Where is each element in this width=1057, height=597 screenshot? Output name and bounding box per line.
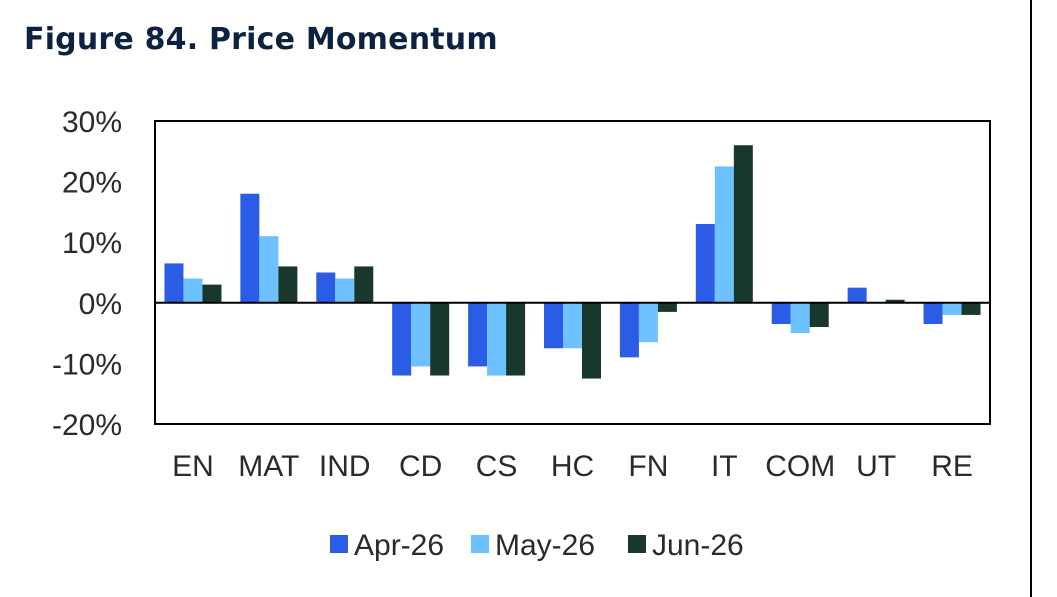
x-tick-label: CD [399, 450, 442, 483]
legend-swatch [330, 535, 348, 553]
x-tick-label: IT [711, 450, 738, 483]
bar-apr-26-ut [847, 287, 867, 303]
bar-may-26-mat [259, 236, 279, 303]
bar-jun-26-ind [354, 266, 374, 303]
x-tick-label: HC [551, 450, 594, 483]
y-tick-labels: 30% 20% 10% 0% -10% -20% [52, 106, 122, 442]
bar-may-26-cs [487, 302, 507, 376]
bar-jun-26-it [733, 145, 753, 303]
y-tick-label: 20% [62, 167, 122, 200]
figure-title: Figure 84. Price Momentum [24, 22, 498, 57]
y-tick-label: -10% [52, 348, 122, 381]
legend: Apr-26 May-26 Jun-26 [330, 529, 744, 562]
x-tick-label: EN [172, 450, 214, 483]
bar-apr-26-com [771, 302, 791, 325]
bar-apr-26-en [164, 263, 184, 303]
legend-swatch [628, 535, 646, 553]
bar-apr-26-cd [392, 302, 412, 376]
bar-may-26-re [942, 302, 962, 315]
bar-apr-26-it [695, 224, 715, 303]
x-tick-label: IND [319, 450, 371, 483]
x-tick-label: CS [476, 450, 518, 483]
x-tick-labels: EN MAT IND CD CS HC FN IT COM UT RE [172, 450, 973, 483]
plot-area-frame [154, 120, 991, 425]
bar-jun-26-hc [582, 302, 601, 379]
bar-apr-26-ind [316, 272, 336, 303]
x-tick-label: RE [931, 450, 973, 483]
bar-jun-26-re [961, 302, 981, 315]
bar-may-26-cd [411, 302, 431, 367]
bar-may-26-en [183, 278, 203, 303]
bar-jun-26-cd [430, 302, 450, 376]
bar-apr-26-cs [468, 302, 488, 367]
bar-may-26-hc [563, 302, 582, 349]
legend-label: Jun-26 [652, 529, 744, 562]
x-tick-label: FN [628, 450, 668, 483]
y-tick-label: -20% [52, 409, 122, 442]
legend-label: May-26 [495, 529, 595, 562]
bar-apr-26-re [923, 302, 943, 325]
legend-label: Apr-26 [354, 529, 444, 562]
bars-group [164, 145, 981, 379]
bar-jun-26-ut [885, 299, 905, 303]
y-tick-label: 30% [62, 106, 122, 139]
y-tick-label: 10% [62, 227, 122, 260]
bar-may-26-ind [335, 278, 355, 303]
page-right-border [1030, 0, 1032, 597]
bar-jun-26-en [202, 284, 222, 303]
bar-apr-26-hc [544, 302, 563, 349]
x-tick-label: MAT [238, 450, 299, 483]
bar-jun-26-fn [657, 302, 677, 312]
x-tick-label: COM [765, 450, 835, 483]
bar-apr-26-fn [619, 302, 639, 358]
bar-apr-26-mat [240, 193, 260, 303]
x-tick-label: UT [856, 450, 896, 483]
bar-may-26-it [714, 166, 734, 303]
legend-swatch [471, 535, 489, 553]
bar-may-26-fn [638, 302, 658, 343]
bar-jun-26-cs [506, 302, 526, 376]
bar-may-26-com [790, 302, 810, 334]
bar-jun-26-com [809, 302, 829, 328]
bar-jun-26-mat [278, 266, 298, 303]
y-tick-label: 0% [79, 288, 122, 321]
